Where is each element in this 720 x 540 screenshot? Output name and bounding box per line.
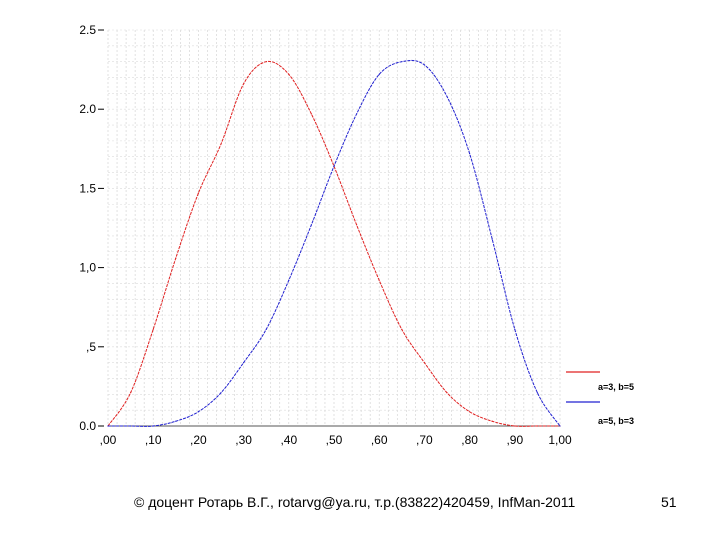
series-1-point xyxy=(423,362,425,364)
x-tick-label: ,90 xyxy=(506,433,523,447)
series-2-point xyxy=(356,113,358,115)
series-1-point xyxy=(446,392,448,394)
series-2-point xyxy=(310,224,312,226)
y-tick-label: 1,0 xyxy=(79,261,96,275)
x-tick-label: ,00 xyxy=(100,433,117,447)
series-1-point xyxy=(175,257,177,259)
series-1-point xyxy=(130,392,132,394)
series-2-point xyxy=(378,73,380,75)
series-line-2 xyxy=(108,59,561,427)
series-2-point xyxy=(288,279,290,281)
series-1-point xyxy=(220,143,222,145)
series-1-point xyxy=(536,425,539,427)
x-tick-label: ,70 xyxy=(416,433,433,447)
series-1-point xyxy=(288,73,290,75)
x-tick-label: ,50 xyxy=(326,433,343,447)
series-1-point xyxy=(310,113,312,115)
series-2-point xyxy=(514,328,516,330)
page-number: 51 xyxy=(661,494,677,510)
x-tick-label: ,30 xyxy=(235,433,252,447)
x-tick-label: ,40 xyxy=(280,433,297,447)
series-1-point xyxy=(514,425,516,427)
footer-credits: © доцент Ротарь В.Г., rotarvg@ya.ru, т.р… xyxy=(134,494,576,510)
slide-footer: © доцент Ротарь В.Г., rotarvg@ya.ru, т.р… xyxy=(0,494,720,518)
series-2-point xyxy=(243,362,245,364)
x-tick-label: ,80 xyxy=(461,433,478,447)
series-1-point xyxy=(265,61,267,63)
series-2-point xyxy=(469,152,471,155)
series-2-point xyxy=(265,328,267,330)
y-tick-label: 2.0 xyxy=(79,102,96,116)
series-2-point xyxy=(333,165,335,167)
series-2-point xyxy=(197,411,199,413)
chart-legend: a=3, b=5 a=5, b=3 xyxy=(566,371,634,426)
chart-grid xyxy=(107,29,561,427)
series-2-point xyxy=(152,425,154,427)
y-axis: 0.0 ,5 1,0 1.5 2.0 2.5 xyxy=(79,23,104,433)
x-tick-label: ,10 xyxy=(145,433,162,447)
legend-label: a=3, b=5 xyxy=(598,382,634,392)
series-2-point xyxy=(401,61,403,63)
series-1-point xyxy=(197,192,199,194)
y-tick-label: 1.5 xyxy=(79,181,96,195)
series-2-point xyxy=(446,95,448,98)
series-2-point xyxy=(130,425,132,427)
y-tick-label: 2.5 xyxy=(79,23,96,37)
legend-label: a=5, b=3 xyxy=(598,416,634,426)
series-1-point xyxy=(356,224,358,226)
series-1-point xyxy=(152,328,154,330)
x-tick-label: 1,00 xyxy=(548,433,572,447)
series-1-point xyxy=(243,83,245,85)
y-tick-label: 0.0 xyxy=(79,419,96,433)
series-2-point xyxy=(423,64,425,66)
series-1-point xyxy=(469,411,471,413)
x-axis: ,00 ,10 ,20 ,30 ,40 ,50 ,60 ,70 ,80 ,90 1,00 xyxy=(100,425,572,447)
series-1-point xyxy=(378,279,380,281)
series-2-point xyxy=(559,425,561,427)
series-2-point xyxy=(175,420,177,422)
series-2-point xyxy=(107,425,109,427)
series-1-point xyxy=(401,328,403,330)
series-line-1 xyxy=(107,60,560,427)
x-tick-label: ,20 xyxy=(190,433,207,447)
series-1-point xyxy=(491,420,493,422)
x-tick-label: ,60 xyxy=(371,433,388,447)
series-2-point xyxy=(536,392,539,394)
series-2-point xyxy=(491,238,493,240)
chart-series xyxy=(107,59,561,427)
y-tick-label: ,5 xyxy=(86,340,96,354)
series-2-point xyxy=(220,392,222,394)
